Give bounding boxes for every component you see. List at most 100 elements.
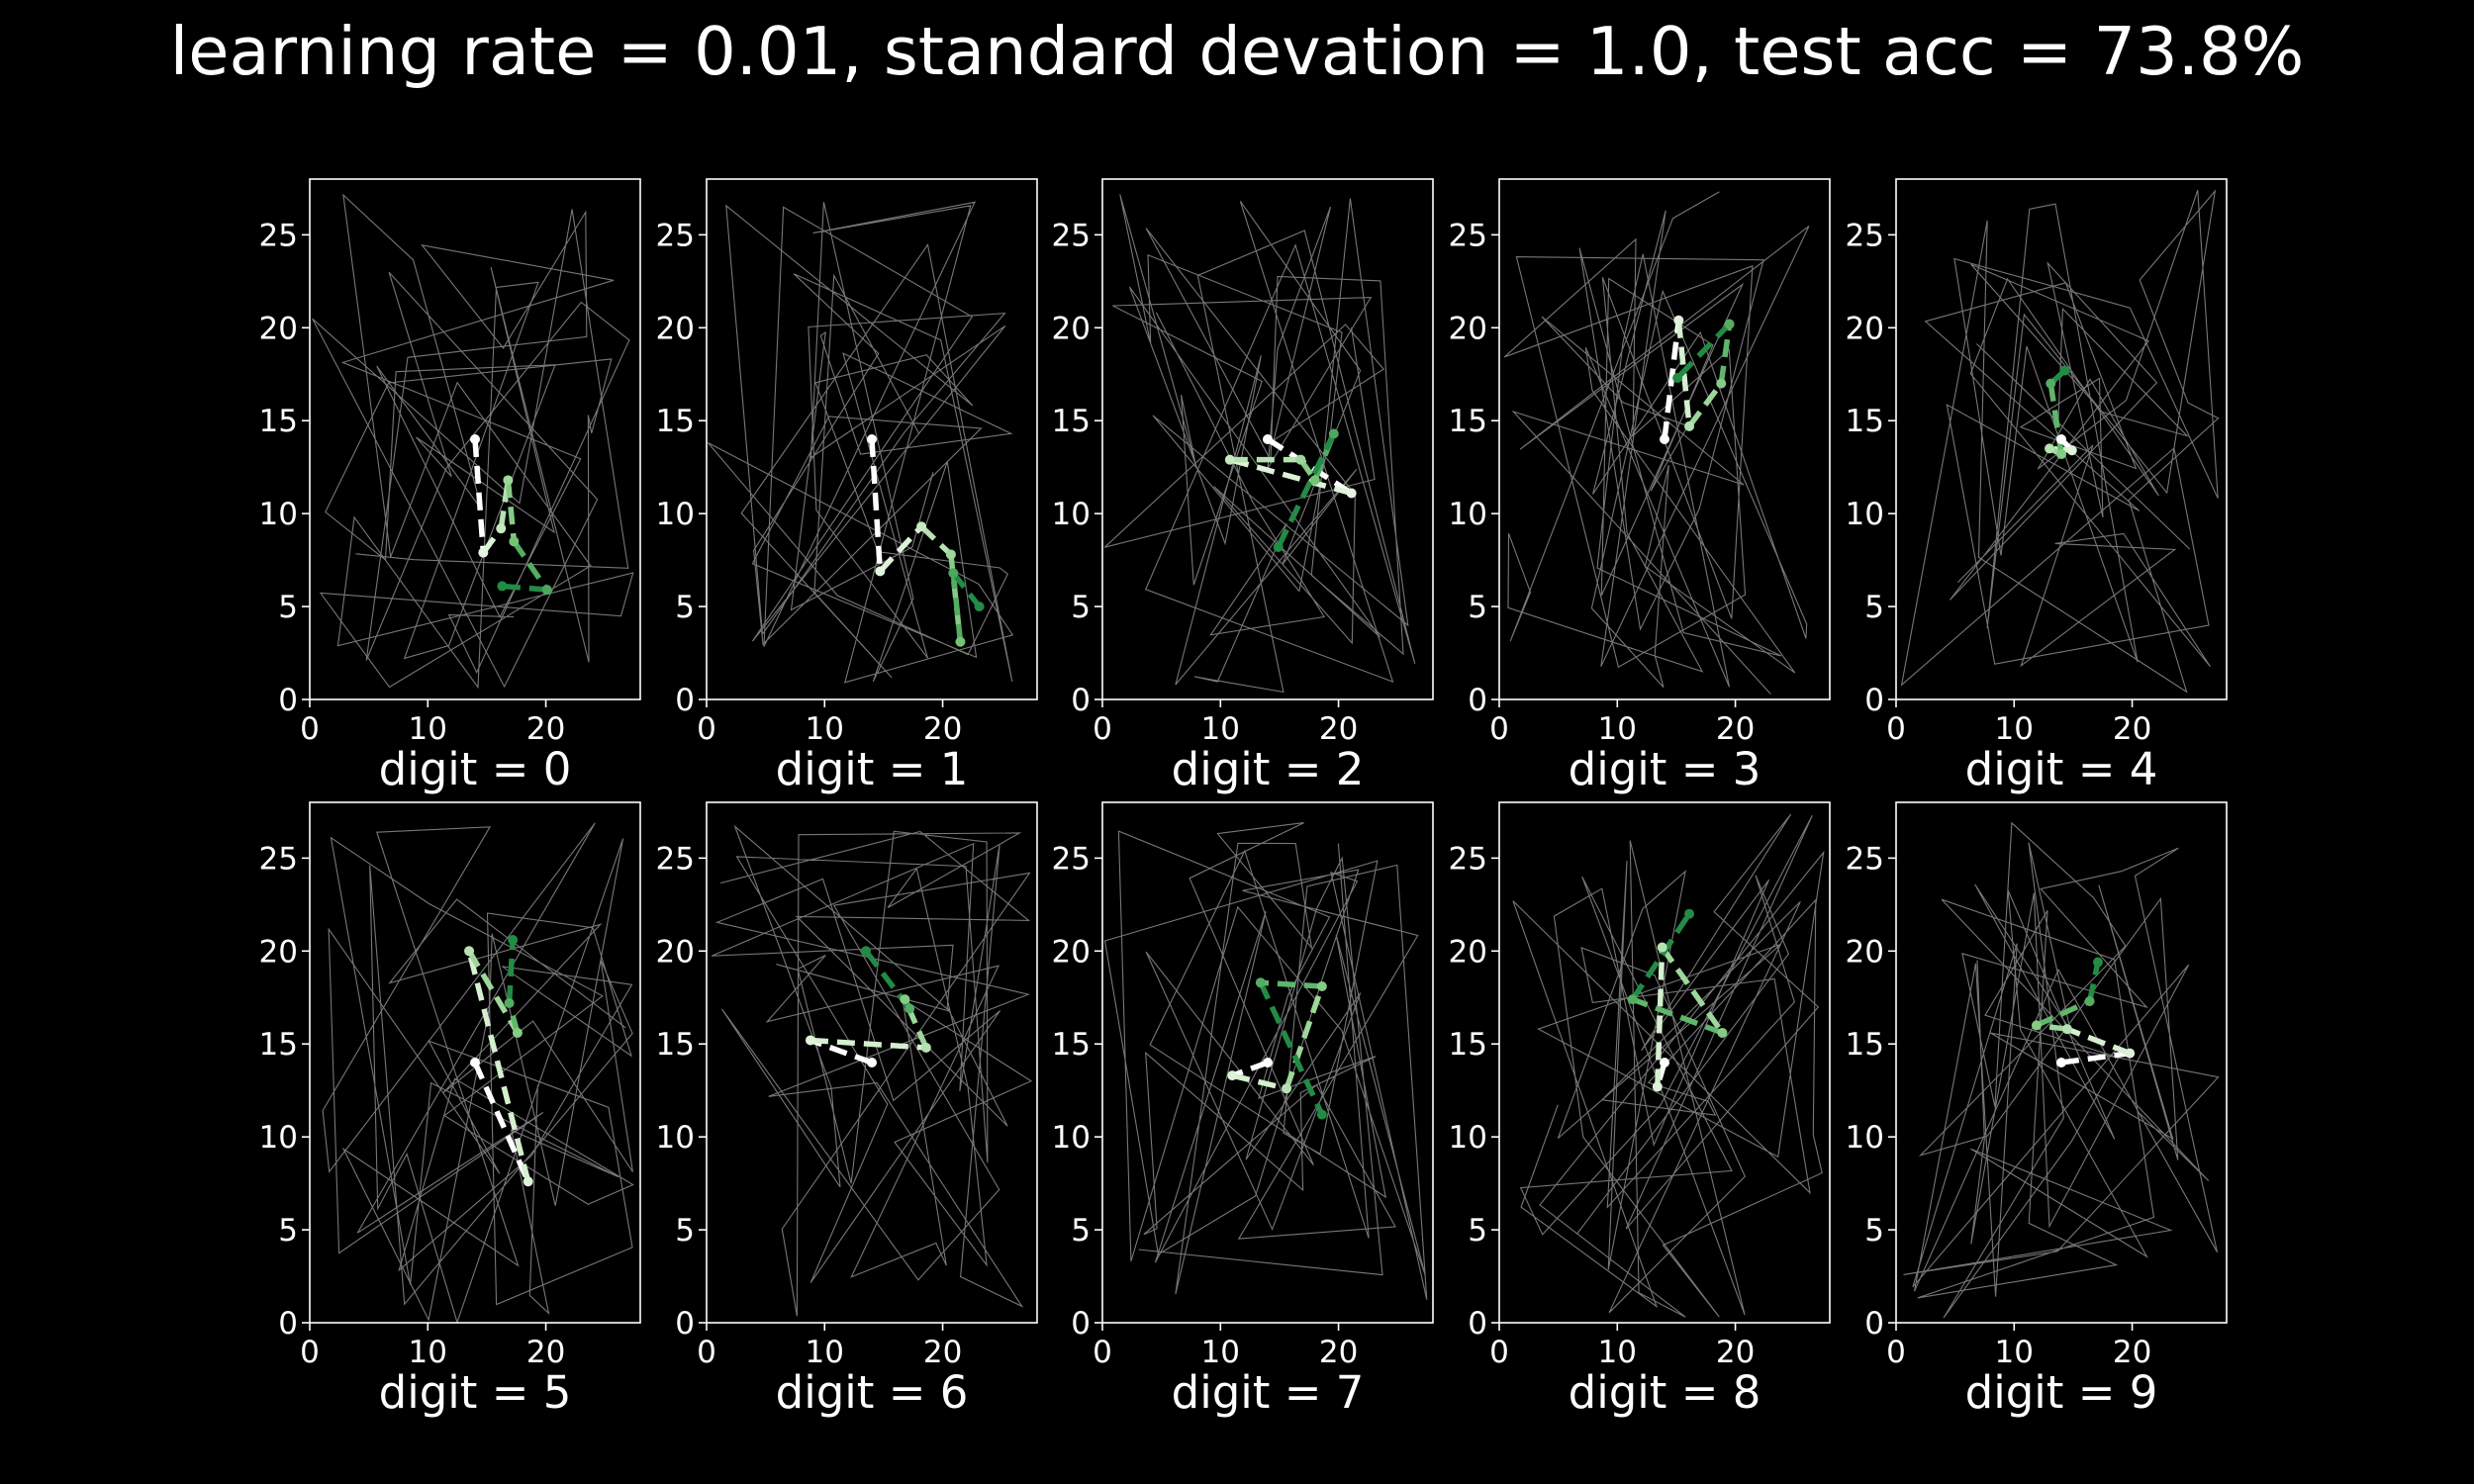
path-segment xyxy=(1686,381,1724,428)
path-point xyxy=(2056,1058,2066,1067)
x-tick-label: 0 xyxy=(300,711,320,747)
noise-scribble xyxy=(711,824,1033,1317)
x-tick-label: 10 xyxy=(806,711,844,747)
path-point xyxy=(464,946,475,957)
path-point xyxy=(470,434,480,444)
path-segment xyxy=(878,524,924,574)
y-tick-label: 20 xyxy=(1449,311,1487,346)
path-point xyxy=(861,946,872,957)
path-point xyxy=(904,1003,915,1014)
noise-scribble xyxy=(1103,822,1428,1300)
y-tick-label: 10 xyxy=(1449,497,1487,532)
subplot-xlabel: digit = 9 xyxy=(1965,1366,2158,1419)
path-point xyxy=(478,547,489,558)
y-tick-label: 20 xyxy=(656,311,695,346)
x-tick-label: 20 xyxy=(923,1335,962,1370)
axes-frame xyxy=(1101,801,1434,1324)
path-segment xyxy=(1258,981,1325,1116)
path-point xyxy=(867,434,877,444)
x-tick-label: 20 xyxy=(1319,711,1358,747)
y-tick-label: 10 xyxy=(1052,1120,1091,1156)
path-segment xyxy=(1675,322,1732,380)
y-tick-label: 25 xyxy=(259,841,298,877)
x-tick-label: 0 xyxy=(1886,1335,1906,1370)
axes-frame xyxy=(1895,178,2228,700)
y-tick-label: 15 xyxy=(1449,404,1487,439)
path-point xyxy=(504,997,515,1008)
path-point xyxy=(1657,942,1667,953)
path-segment xyxy=(472,1061,531,1183)
path-point xyxy=(1716,378,1727,389)
y-tick-label: 25 xyxy=(656,218,695,253)
x-tick-label: 20 xyxy=(2113,711,2151,747)
x-tick-label: 20 xyxy=(1716,711,1755,747)
y-tick-label: 0 xyxy=(1071,683,1091,718)
x-tick-label: 0 xyxy=(1489,711,1509,747)
y-tick-label: 20 xyxy=(1846,934,1884,970)
axes-frame xyxy=(706,801,1038,1324)
path-point xyxy=(2125,1048,2136,1059)
path-point xyxy=(496,523,507,534)
x-tick-label: 10 xyxy=(1995,711,2034,747)
path-point xyxy=(1255,977,1266,988)
x-tick-label: 20 xyxy=(526,711,565,747)
path-segment xyxy=(466,950,531,1182)
path-segment xyxy=(2060,1050,2131,1066)
x-tick-label: 20 xyxy=(1319,1335,1358,1370)
x-tick-label: 10 xyxy=(409,711,447,747)
path-point xyxy=(2045,443,2055,454)
path-point xyxy=(2092,957,2103,968)
y-tick-label: 15 xyxy=(656,1027,695,1063)
path-segment xyxy=(506,939,516,1004)
x-tick-label: 10 xyxy=(1598,1335,1637,1370)
y-tick-label: 10 xyxy=(656,1120,695,1156)
path-segment xyxy=(1229,457,1353,497)
x-tick-label: 10 xyxy=(1598,711,1637,747)
path-segment xyxy=(502,583,547,593)
y-tick-label: 0 xyxy=(1071,1306,1091,1342)
path-point xyxy=(503,475,514,486)
subplot-xlabel: digit = 5 xyxy=(379,1366,572,1419)
y-tick-label: 25 xyxy=(1846,841,1884,877)
y-tick-label: 10 xyxy=(656,497,695,532)
y-tick-label: 5 xyxy=(1864,1213,1884,1249)
path-point xyxy=(2061,1024,2072,1035)
x-tick-label: 20 xyxy=(2113,1335,2151,1370)
path-point xyxy=(2046,378,2056,389)
subplot-xlabel: digit = 6 xyxy=(776,1366,969,1419)
y-tick-label: 5 xyxy=(278,1213,298,1249)
path-point xyxy=(945,549,956,560)
y-tick-label: 0 xyxy=(675,683,695,718)
path-segment xyxy=(1655,947,1665,1087)
x-tick-label: 20 xyxy=(1716,1335,1755,1370)
path-point xyxy=(955,636,966,647)
y-tick-label: 10 xyxy=(259,1120,298,1156)
path-segment xyxy=(1284,985,1325,1090)
path-point xyxy=(875,566,886,577)
x-tick-label: 0 xyxy=(1093,1335,1112,1370)
path-segment xyxy=(1631,996,1724,1036)
path-point xyxy=(1295,454,1306,465)
path-point xyxy=(1724,319,1735,329)
x-tick-label: 0 xyxy=(300,1335,320,1370)
subplot-xlabel: digit = 7 xyxy=(1172,1366,1365,1419)
y-tick-label: 10 xyxy=(1449,1120,1487,1156)
y-tick-label: 15 xyxy=(1846,404,1884,439)
subplot-xlabel: digit = 3 xyxy=(1569,743,1761,795)
y-tick-label: 20 xyxy=(259,934,298,970)
y-tick-label: 25 xyxy=(1449,841,1487,877)
noise-scribble xyxy=(1503,191,1810,695)
path-point xyxy=(1227,1070,1238,1081)
path-segment xyxy=(919,524,953,557)
y-tick-label: 15 xyxy=(656,404,695,439)
path-segment xyxy=(2086,961,2101,1002)
path-segment xyxy=(809,1037,927,1051)
axes-frame xyxy=(1101,178,1434,700)
y-tick-label: 10 xyxy=(259,497,298,532)
y-tick-label: 15 xyxy=(1449,1027,1487,1063)
